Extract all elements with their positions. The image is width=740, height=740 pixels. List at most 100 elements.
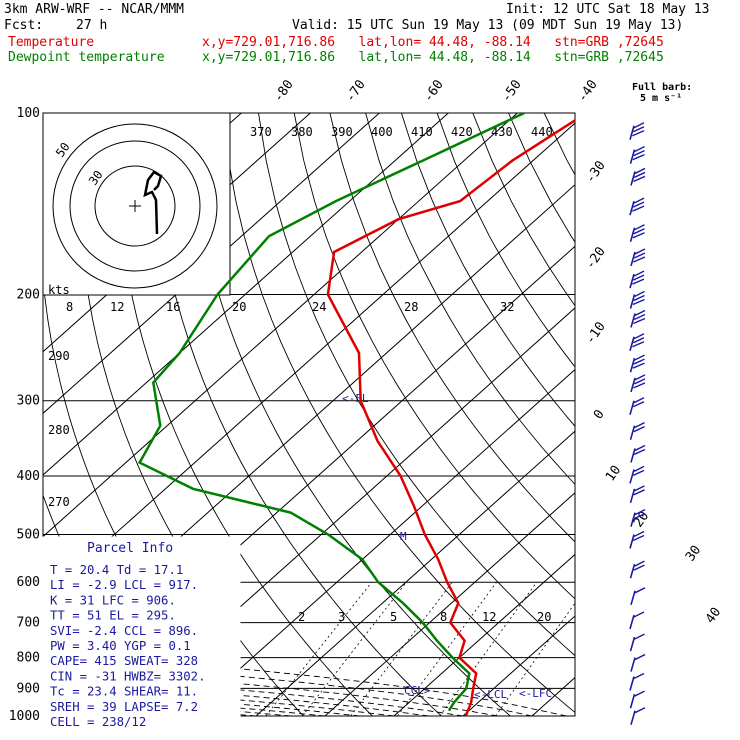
parcel-info-row: SREH = 39 LAPSE= 7.2 xyxy=(50,700,198,714)
wind-barb xyxy=(629,122,645,140)
dewpoint-location: x,y=729.01,716.86 lat,lon= 44.48, -88.14… xyxy=(202,50,664,65)
parcel-info-row: CAPE= 415 SWEAT= 328 xyxy=(50,654,198,668)
chart-label: 0 xyxy=(591,407,608,422)
isotherm-line xyxy=(393,553,575,716)
wind-barb xyxy=(630,587,646,606)
wind-barb xyxy=(629,270,645,289)
chart-label: 280 xyxy=(48,423,70,437)
moist-adiabat xyxy=(43,652,567,716)
hodograph-ring xyxy=(52,123,218,289)
chart-label: 290 xyxy=(48,349,70,363)
chart-label: kts xyxy=(48,283,70,297)
chart-label: -20 xyxy=(583,244,609,272)
parcel-info-row: CELL = 238/12 xyxy=(50,715,146,729)
isotherm-line xyxy=(324,492,575,716)
wind-barb xyxy=(629,145,645,164)
wind-barb xyxy=(629,560,645,579)
dry-adiabat xyxy=(400,113,575,427)
temperature-location: x,y=729.01,716.86 lat,lon= 44.48, -88.14… xyxy=(202,35,664,50)
chart-label: -30 xyxy=(583,158,609,186)
pressure-tick-label: 400 xyxy=(17,469,40,484)
chart-label: <-LCL xyxy=(474,688,507,701)
chart-label: 16 xyxy=(166,300,180,314)
chart-label: 270 xyxy=(48,495,70,509)
chart-label: 30 xyxy=(683,543,704,564)
wind-barb xyxy=(629,397,645,415)
moist-adiabat xyxy=(43,660,533,716)
dry-adiabat xyxy=(723,113,740,716)
pressure-tick-label: 200 xyxy=(17,288,40,303)
chart-label: 3 xyxy=(338,610,345,624)
chart-label: -10 xyxy=(583,319,609,347)
wind-barb xyxy=(629,465,645,484)
chart-label: 2 xyxy=(298,610,305,624)
hodograph: 50 30 xyxy=(42,112,231,296)
parcel-info-row: SVI= -2.4 CCL = 896. xyxy=(50,624,198,638)
wind-barb xyxy=(629,611,645,630)
hodograph-ring xyxy=(94,165,176,247)
chart-label: 410 xyxy=(411,125,433,139)
mixing-ratio-line xyxy=(302,581,407,716)
chart-label: 20 xyxy=(537,610,551,624)
dry-adiabat xyxy=(365,113,575,486)
wind-barb xyxy=(630,707,646,725)
isotherm-line xyxy=(601,113,740,716)
pressure-tick-label: 1000 xyxy=(9,709,40,724)
chart-label: 440 xyxy=(531,125,553,139)
chart-label: -60 xyxy=(421,77,447,105)
dry-adiabat xyxy=(293,113,575,600)
hodograph-ring xyxy=(69,140,201,272)
wind-barb xyxy=(630,653,646,672)
chart-label: -40 xyxy=(575,77,601,105)
dry-adiabat xyxy=(222,113,575,714)
chart-label: <-FL xyxy=(342,392,369,405)
wind-barbs xyxy=(629,113,646,725)
dry-adiabat xyxy=(472,113,575,307)
temperature-trace xyxy=(326,118,575,716)
parcel-info-title: Parcel Info xyxy=(87,541,173,556)
chart-label: 24 xyxy=(312,300,326,314)
chart-label: 370 xyxy=(250,125,272,139)
chart-label: M xyxy=(400,530,407,543)
wind-barb xyxy=(629,333,645,351)
chart-label: 12 xyxy=(482,610,496,624)
chart-label: 20 xyxy=(232,300,246,314)
barb-note-line2: 5 m s⁻¹ xyxy=(640,93,683,104)
wind-barb xyxy=(630,444,646,463)
chart-label: 10 xyxy=(603,463,624,484)
wind-barb xyxy=(630,167,646,186)
chart-label: 420 xyxy=(451,125,473,139)
wind-barb xyxy=(630,509,646,527)
chart-label: 5 xyxy=(390,610,397,624)
parcel-info-row: Tc = 23.4 SHEAR= 11. xyxy=(50,685,198,699)
dry-adiabat xyxy=(436,113,575,368)
parcel-info-row: CIN = -31 HWBZ= 3302. xyxy=(50,669,205,683)
chart-label: 430 xyxy=(491,125,513,139)
mixing-ratio-line xyxy=(495,602,575,716)
dry-adiabat xyxy=(651,113,740,716)
chart-label: CCL> xyxy=(404,684,431,697)
isotherm-line xyxy=(43,122,575,599)
wind-barb xyxy=(630,309,646,328)
isotherm-line xyxy=(255,430,575,716)
chart-label: 390 xyxy=(331,125,353,139)
chart-label: 12 xyxy=(110,300,124,314)
wind-barb xyxy=(629,422,645,440)
dry-adiabat xyxy=(150,113,442,716)
wind-barb xyxy=(629,224,645,242)
isotherm-line xyxy=(43,113,380,414)
isotherm-line xyxy=(43,113,449,476)
wind-barb xyxy=(629,530,645,549)
isotherm-line xyxy=(670,113,740,716)
wind-barb xyxy=(629,485,645,504)
parcel-info-row: PW = 3.40 YGP = 0.1 xyxy=(50,639,191,653)
pressure-tick-label: 600 xyxy=(17,575,40,590)
wind-barb xyxy=(629,690,645,709)
temperature-legend: Temperature xyxy=(8,35,95,50)
wind-barb xyxy=(629,672,645,691)
parcel-info-row: K = 31 LFC = 906. xyxy=(50,593,176,607)
wind-barb xyxy=(630,248,646,267)
wind-barb xyxy=(629,290,645,309)
dewpoint-trace xyxy=(137,113,525,712)
